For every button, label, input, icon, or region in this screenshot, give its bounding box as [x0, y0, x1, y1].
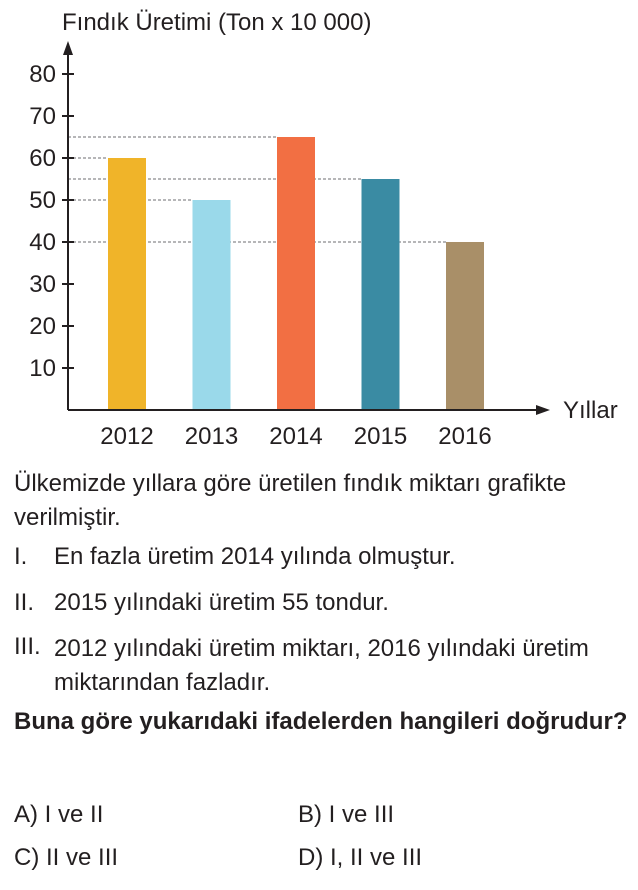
- statement-number: II.: [14, 589, 35, 616]
- x-axis-arrow: [536, 405, 550, 415]
- axes: [63, 41, 550, 415]
- y-ticks: 10 20 30 40 50 60 70 80: [29, 61, 74, 382]
- y-tick-label-70: 70: [29, 103, 56, 130]
- option-text: I, II ve III: [330, 844, 423, 871]
- question-intro: Ülkemizde yıllara göre üretilen fındık m…: [14, 470, 567, 531]
- option-d[interactable]: D) I, II ve III: [298, 843, 422, 873]
- bar-2015: [361, 179, 400, 410]
- statement-2: II. 2015 yılındaki üretim 55 tondur.: [14, 588, 389, 618]
- chart-title: Fındık Üretimi (Ton x 10 000): [62, 9, 371, 36]
- x-tick-label-2016: 2016: [438, 423, 491, 450]
- option-label: C): [14, 844, 40, 871]
- option-text: I ve III: [328, 801, 395, 828]
- option-a[interactable]: A) I ve II: [14, 800, 103, 830]
- bar-2014: [277, 137, 315, 410]
- bar-2016: [446, 242, 484, 410]
- bar-2013: [192, 200, 231, 410]
- statement-text: En fazla üretim 2014 yılında olmuştur.: [54, 543, 456, 570]
- statement-3: III. 2012 yılındaki üretim miktarı, 2016 …: [14, 632, 634, 700]
- x-tick-label-2013: 2013: [185, 423, 238, 450]
- bar-2012: [108, 158, 146, 410]
- option-c[interactable]: C) II ve III: [14, 843, 118, 873]
- option-label: B): [298, 801, 322, 828]
- bars: [108, 137, 484, 410]
- y-tick-label-10: 10: [29, 355, 56, 382]
- y-axis-arrow: [63, 41, 73, 55]
- option-label: D): [298, 844, 324, 871]
- bar-chart: Fındık Üretimi (Ton x 10 000) 10 20 30 40 50…: [29, 9, 618, 450]
- question-prompt: Buna göre yukarıdaki ifadelerden hangile…: [14, 708, 628, 735]
- y-tick-label-80: 80: [29, 61, 56, 88]
- y-tick-label-20: 20: [29, 313, 56, 340]
- option-text: II ve III: [46, 844, 119, 871]
- option-label: A): [14, 801, 38, 828]
- x-tick-label-2012: 2012: [100, 423, 153, 450]
- x-tick-label-2015: 2015: [354, 423, 407, 450]
- statement-number: III.: [14, 633, 41, 660]
- x-tick-label-2014: 2014: [269, 423, 322, 450]
- statement-text: 2015 yılındaki üretim 55 tondur.: [54, 589, 389, 616]
- x-axis-label: Yıllar: [563, 397, 618, 424]
- x-ticks: 2012 2013 2014 2015 2016: [100, 423, 491, 450]
- statement-text: 2012 yılındaki üretim miktarı, 2016 yılı…: [54, 635, 589, 696]
- statement-1: I. En fazla üretim 2014 yılında olmuştur.: [14, 542, 456, 572]
- y-tick-label-30: 30: [29, 271, 56, 298]
- y-tick-label-50: 50: [29, 187, 56, 214]
- statement-number: I.: [14, 543, 28, 570]
- y-tick-label-40: 40: [29, 229, 56, 256]
- option-text: I ve II: [44, 801, 104, 828]
- option-b[interactable]: B) I ve III: [298, 800, 394, 830]
- y-tick-label-60: 60: [29, 145, 56, 172]
